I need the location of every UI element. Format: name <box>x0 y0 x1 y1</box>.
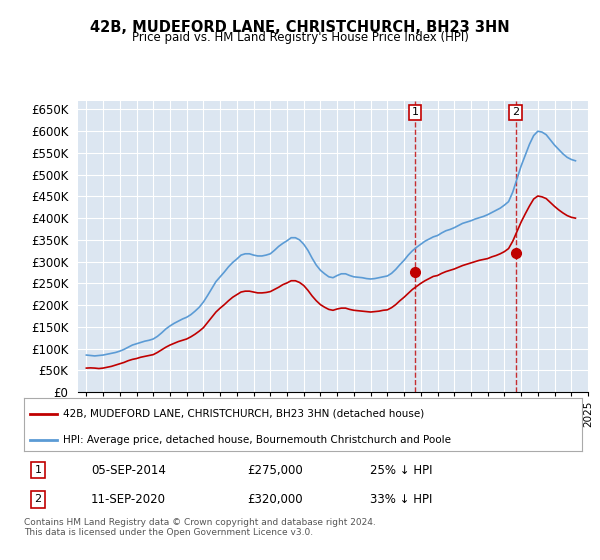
Text: 2: 2 <box>512 108 519 118</box>
Text: 1: 1 <box>34 465 41 475</box>
Text: 33% ↓ HPI: 33% ↓ HPI <box>370 493 433 506</box>
Text: £320,000: £320,000 <box>247 493 303 506</box>
Text: HPI: Average price, detached house, Bournemouth Christchurch and Poole: HPI: Average price, detached house, Bour… <box>63 435 451 445</box>
Text: 42B, MUDEFORD LANE, CHRISTCHURCH, BH23 3HN (detached house): 42B, MUDEFORD LANE, CHRISTCHURCH, BH23 3… <box>63 409 424 418</box>
Text: 25% ↓ HPI: 25% ↓ HPI <box>370 464 433 477</box>
Text: 11-SEP-2020: 11-SEP-2020 <box>91 493 166 506</box>
Text: 1: 1 <box>412 108 419 118</box>
Text: 2: 2 <box>34 494 41 505</box>
Text: 05-SEP-2014: 05-SEP-2014 <box>91 464 166 477</box>
Text: Contains HM Land Registry data © Crown copyright and database right 2024.
This d: Contains HM Land Registry data © Crown c… <box>24 518 376 538</box>
Text: 42B, MUDEFORD LANE, CHRISTCHURCH, BH23 3HN: 42B, MUDEFORD LANE, CHRISTCHURCH, BH23 3… <box>90 20 510 35</box>
Text: Price paid vs. HM Land Registry's House Price Index (HPI): Price paid vs. HM Land Registry's House … <box>131 31 469 44</box>
Text: £275,000: £275,000 <box>247 464 303 477</box>
